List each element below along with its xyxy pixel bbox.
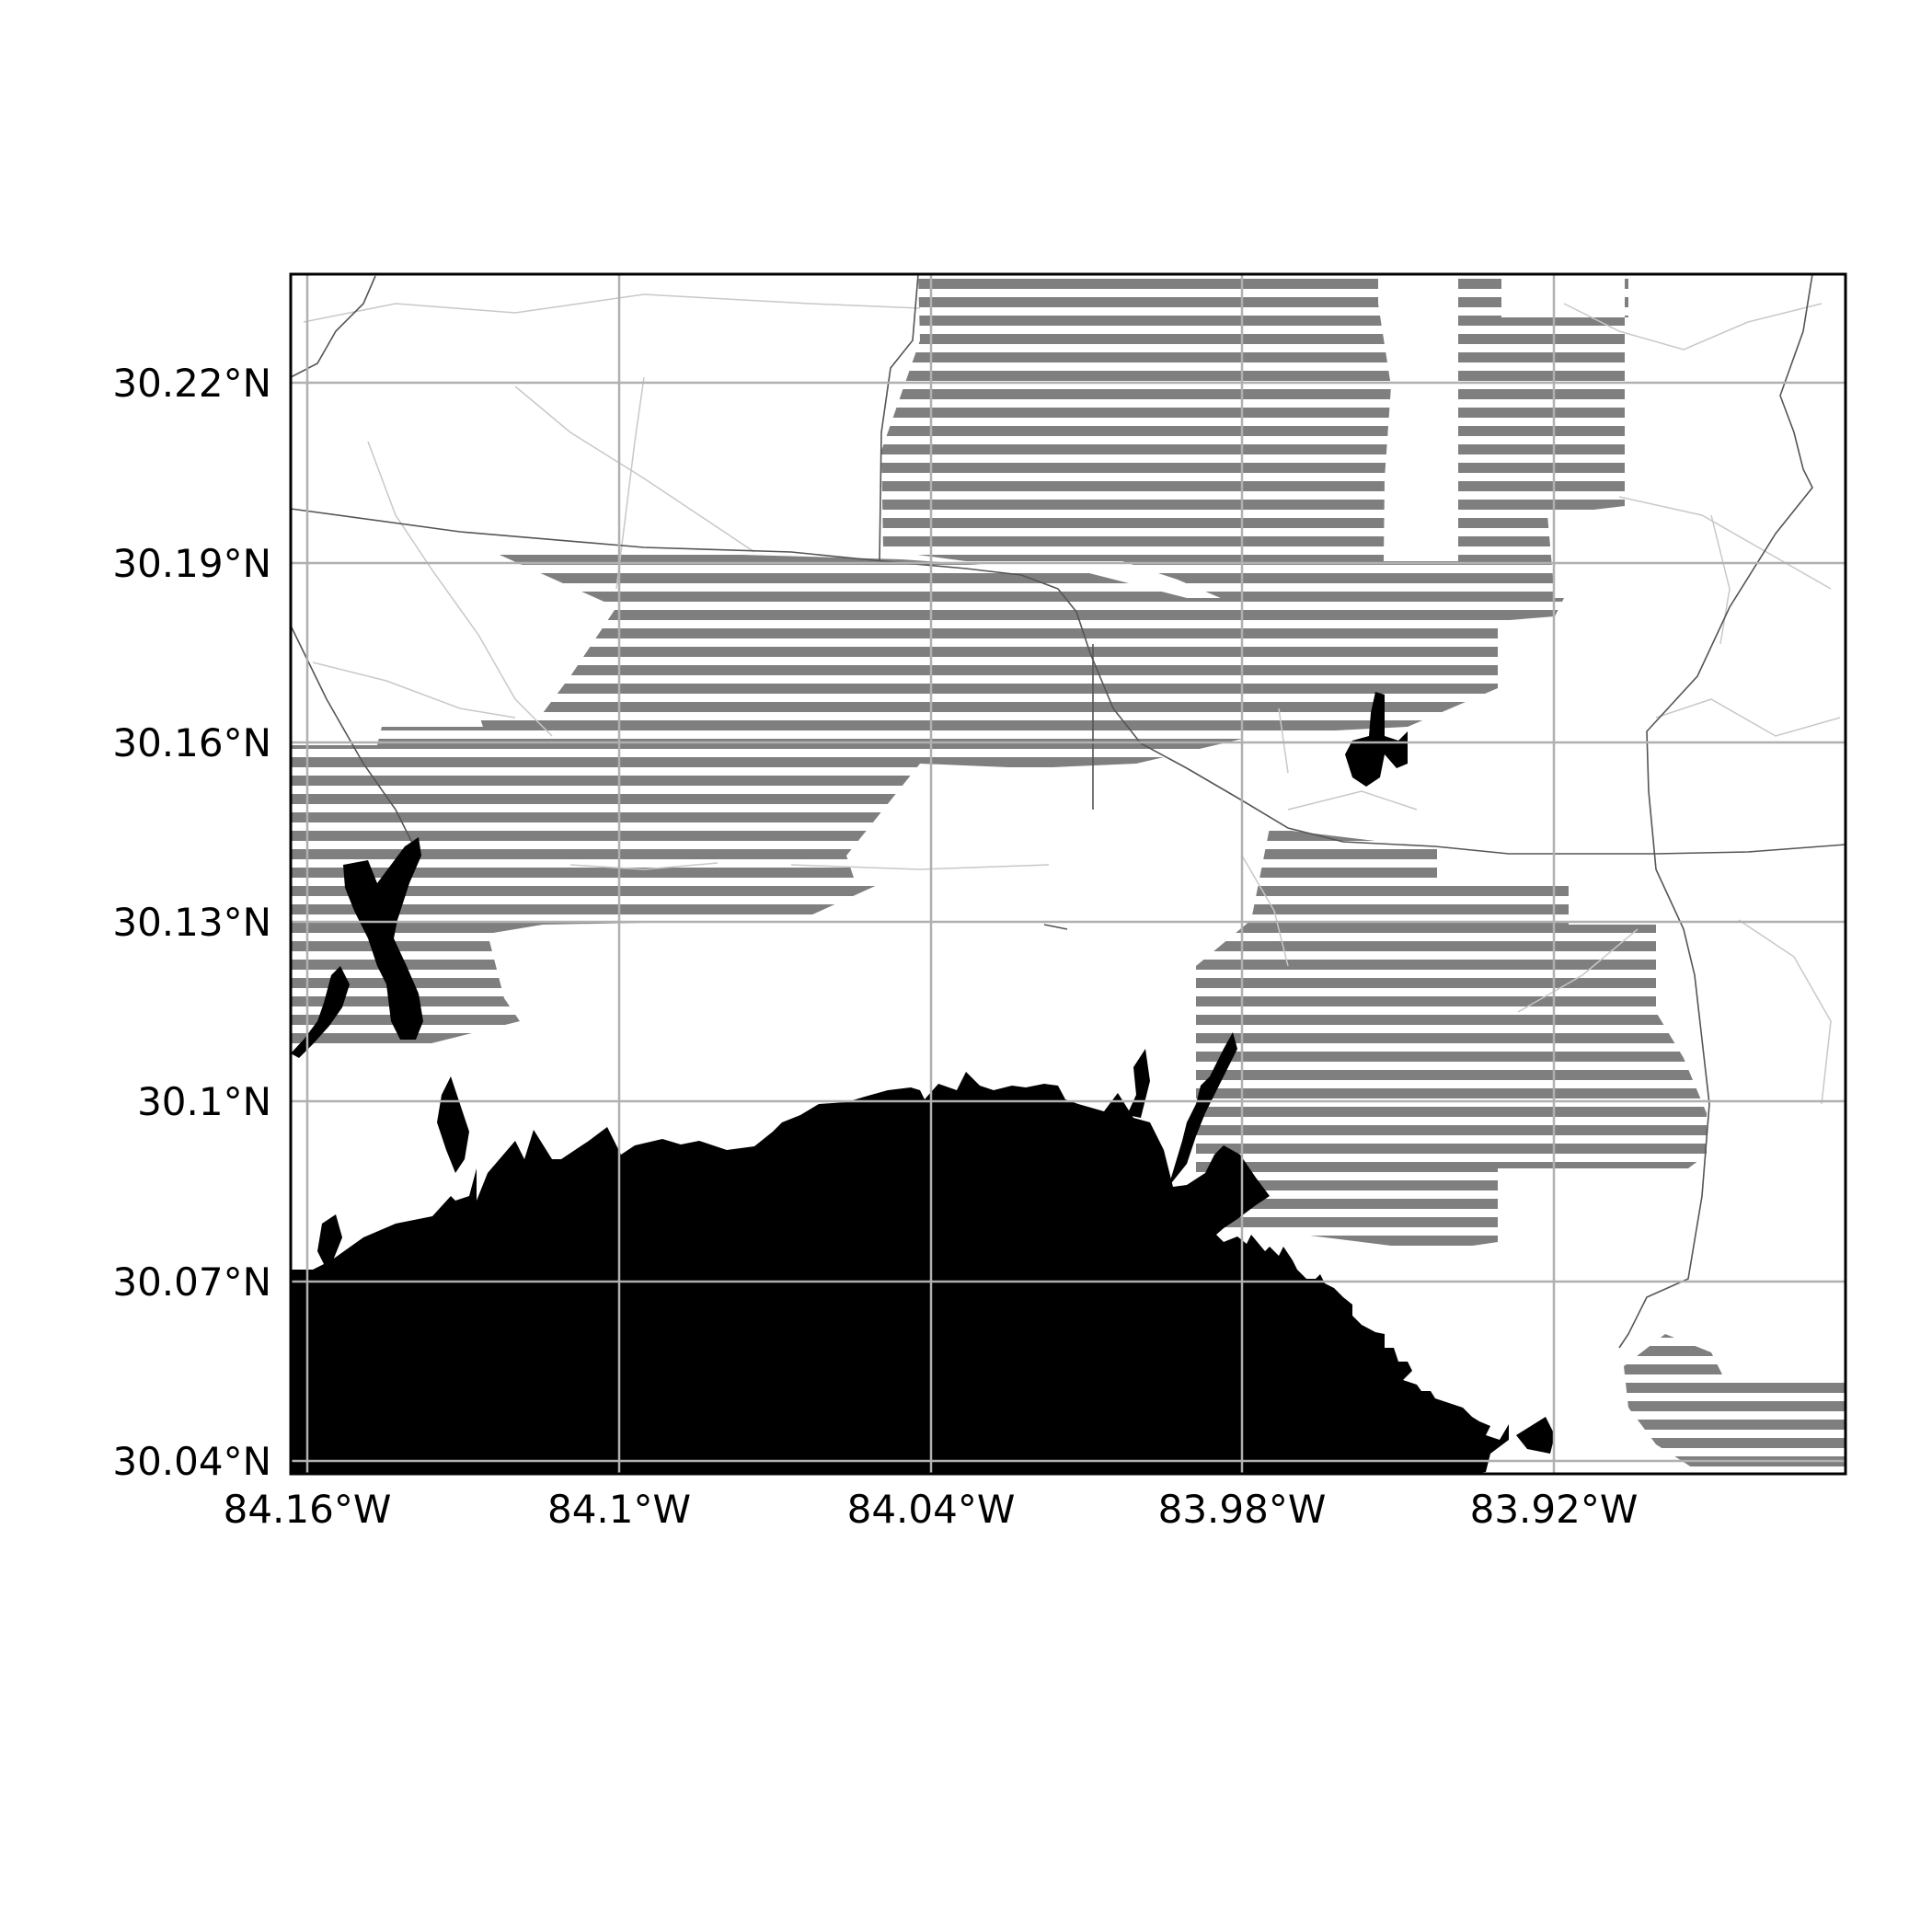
water (291, 692, 1555, 1474)
highway (1043, 924, 1068, 930)
river-channel (291, 966, 350, 1058)
highway (1618, 274, 1813, 1349)
river-inlet (317, 1214, 342, 1270)
gridlines (291, 274, 1846, 1474)
lat-tick-labels: 30.22°N 30.19°N 30.16°N 30.13°N 30.1°N 3… (112, 361, 271, 1484)
river-inlet (1168, 1032, 1237, 1187)
road (1278, 707, 1289, 774)
road (1517, 928, 1639, 1013)
road (615, 376, 645, 590)
road (1563, 303, 1823, 351)
protected-area-southeast (1624, 1334, 1846, 1474)
protected-area-north (881, 274, 1628, 607)
lat-tick-label: 30.16°N (112, 720, 271, 765)
lon-tick-label: 84.04°W (847, 1487, 1016, 1532)
lat-tick-label: 30.1°N (137, 1079, 271, 1124)
map-frame (289, 272, 1847, 1476)
highway (291, 508, 1846, 855)
lat-tick-label: 30.07°N (112, 1259, 271, 1305)
lat-tick-label: 30.04°N (112, 1439, 271, 1484)
protected-area-central (291, 547, 1564, 1049)
lat-tick-label: 30.22°N (112, 361, 271, 406)
road (312, 661, 516, 719)
gulf-water (291, 1072, 1509, 1474)
lake-inland (1345, 692, 1408, 787)
road (1241, 855, 1289, 967)
road (1618, 496, 1832, 590)
highway (291, 275, 376, 378)
lon-tick-label: 83.92°W (1470, 1487, 1639, 1532)
lake-west (343, 837, 423, 1040)
lon-tick-label: 83.98°W (1158, 1487, 1327, 1532)
highway (291, 625, 415, 847)
highways (291, 274, 1846, 1349)
lon-tick-labels: 84.16°W 84.1°W 84.04°W 83.98°W 83.92°W (224, 1487, 1639, 1532)
protected-area-east (1196, 828, 1707, 1251)
road (514, 385, 755, 553)
road (367, 441, 553, 737)
lon-tick-label: 84.16°W (224, 1487, 392, 1532)
road (1655, 698, 1841, 737)
road (790, 864, 1050, 870)
river-channel (1516, 1417, 1555, 1454)
road (1287, 790, 1418, 811)
road (303, 293, 921, 323)
lon-tick-label: 84.1°W (547, 1487, 691, 1532)
road (1710, 514, 1731, 645)
roads (303, 293, 1841, 1105)
road (569, 862, 719, 870)
protected-areas (291, 274, 1846, 1474)
lat-tick-label: 30.13°N (112, 900, 271, 945)
road (1738, 919, 1832, 1105)
highway (879, 274, 919, 562)
lat-tick-label: 30.19°N (112, 541, 271, 586)
map-area (291, 274, 1846, 1474)
